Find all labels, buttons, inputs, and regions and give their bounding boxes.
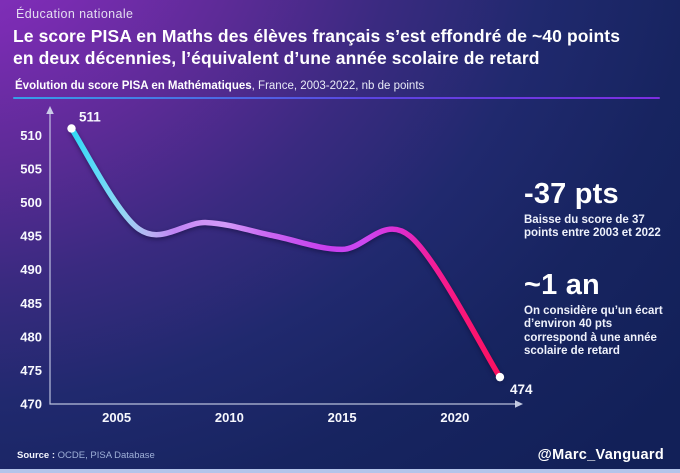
title-line-2: en deux décennies, l’équivalent d’une an… [13, 47, 540, 68]
start-value-label: 511 [79, 110, 101, 125]
x-tick-label-2020: 2020 [440, 410, 469, 425]
end-value-label: 474 [510, 382, 533, 397]
y-axis-arrow-icon [46, 106, 54, 114]
bottom-edge-strip [0, 469, 680, 473]
y-tick-label-485: 485 [20, 296, 42, 311]
title-line-1: Le score PISA en Maths des élèves frança… [13, 26, 621, 46]
end-point-dot [495, 372, 505, 382]
y-tick-label-470: 470 [20, 397, 42, 412]
y-tick-label-505: 505 [20, 161, 42, 176]
header-divider [13, 97, 660, 99]
x-axis-arrow-icon [515, 400, 523, 408]
chart-axes [49, 113, 516, 405]
page-title: Le score PISA en Maths des élèves frança… [13, 26, 675, 69]
source-value: OCDE, PISA Database [57, 450, 155, 461]
chart-subtitle-bold: Évolution du score PISA en Mathématiques [15, 80, 252, 92]
year-annotation-headline: ~1 an [524, 269, 600, 301]
start-point-dot [67, 124, 76, 133]
x-tick-label-2015: 2015 [328, 410, 357, 425]
pisa-score-curve [68, 125, 503, 380]
chart-subtitle-rest: , France, 2003-2022, nb de points [251, 80, 425, 92]
drop-annotation: -37 pts Baisse du score de 37 points ent… [524, 178, 670, 241]
y-tick-label-495: 495 [20, 229, 42, 244]
drop-annotation-headline: -37 pts [524, 178, 619, 210]
x-tick-label-2005: 2005 [102, 410, 131, 425]
y-tick-label-490: 490 [20, 262, 42, 277]
source-label: Source : [17, 450, 56, 461]
y-tick-label-480: 480 [20, 329, 42, 344]
year-annotation-body: On considère qu’un écart d’environ 40 pt… [524, 304, 663, 358]
source-line: Source : OCDE, PISA Database [17, 450, 155, 461]
drop-annotation-body: Baisse du score de 37 points entre 2003 … [524, 213, 661, 240]
chart-subtitle: Évolution du score PISA en Mathématiques… [15, 80, 424, 92]
credit-handle: @Marc_Vanguard [537, 447, 664, 463]
year-annotation: ~1 an On considère qu’un écart d’environ… [524, 269, 670, 359]
y-tick-label-500: 500 [20, 195, 42, 210]
x-tick-label-2010: 2010 [215, 410, 244, 425]
y-tick-label-510: 510 [20, 128, 42, 143]
y-tick-label-475: 475 [20, 363, 42, 378]
eyebrow-label: Éducation nationale [16, 7, 134, 21]
